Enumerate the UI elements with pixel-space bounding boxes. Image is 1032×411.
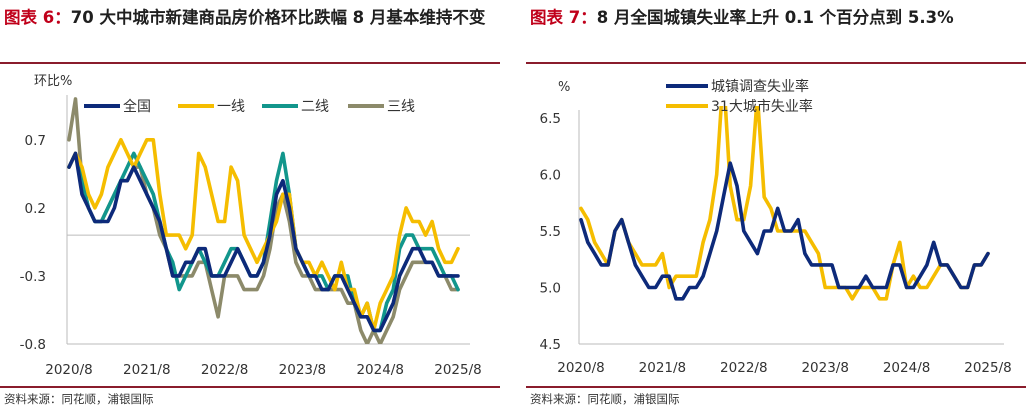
chart-1-legend-label-1: 全国 (123, 98, 151, 115)
chart-2-title-text: 8 月全国城镇失业率上升 0.1 个百分点到 5.3% (596, 8, 954, 27)
chart-2-legend-label-1: 城镇调查失业率 (711, 78, 809, 95)
chart-1-y-tick-label: 0.7 (25, 133, 46, 149)
chart-2-x-tick-label: 2020/8 (557, 360, 605, 376)
chart-1-x-tick-label: 2022/8 (201, 362, 249, 378)
chart-1-series-line-1 (67, 151, 460, 333)
chart-2-x-tick-label: 2025/8 (964, 360, 1012, 376)
chart-1-x-tick-label: 2023/8 (279, 362, 327, 378)
chart-1-y-tick-label: -0.3 (20, 269, 46, 285)
chart-2-bottom-rule (526, 386, 1026, 388)
chart-2-y-tick-label: 5.0 (540, 281, 561, 297)
chart-2-y-tick-label: 4.5 (540, 337, 561, 353)
chart-2-y-axis-label: % (558, 80, 570, 95)
chart-2-x-tick-label: 2024/8 (883, 360, 931, 376)
chart-1-x-tick-label: 2024/8 (356, 362, 404, 378)
chart-1-y-tick-label: 0.2 (25, 201, 46, 217)
chart-1-x-tick-label: 2020/8 (45, 362, 93, 378)
chart-1-legend-label-3: 二线 (301, 99, 329, 115)
chart-2-source: 资料来源：同花顺，浦银国际 (530, 392, 680, 406)
chart-2-y-tick-label: 6.5 (540, 111, 561, 127)
chart-1-y-axis-label: 环比% (34, 74, 72, 89)
chart-1-legend-label-4: 三线 (387, 99, 415, 115)
chart-2-x-tick-label: 2022/8 (720, 360, 768, 376)
chart-1-svg: -0.8 -0.3 0.2 0.7 环比% 2020/8 2021/8 2022/8 2023/… (20, 74, 482, 378)
chart-2-top-rule (526, 62, 1026, 64)
chart-2-title: 图表 7：8 月全国城镇失业率上升 0.1 个百分点到 5.3% (530, 4, 1020, 32)
chart-1-title: 图表 6：70 大中城市新建商品房价格环比跌幅 8 月基本维持不变 (4, 4, 494, 32)
chart-1-legend-label-2: 一线 (217, 99, 245, 115)
chart-2-title-lead: 图表 7： (530, 8, 597, 27)
chart-1-y-tick-label: -0.8 (20, 337, 46, 353)
chart-2-y-tick-label: 5.5 (540, 224, 561, 240)
chart-2-series-line-1 (579, 161, 990, 301)
chart-1-series-line-4 (67, 97, 460, 344)
chart-2-legend-label-2: 31大城市失业率 (711, 98, 813, 115)
chart-1-x-tick-label: 2025/8 (434, 362, 482, 378)
chart-panel-1: 图表 6：70 大中城市新建商品房价格环比跌幅 8 月基本维持不变 -0.8 -0… (0, 0, 500, 411)
chart-1-bottom-rule (0, 386, 500, 388)
chart-1-title-lead: 图表 6： (4, 8, 71, 27)
chart-2-svg: 4.5 5.0 5.5 6.0 6.5% 2020/8 2021/8 2022/8 2023/8… (540, 78, 1012, 376)
chart-1-source: 资料来源：同花顺，浦银国际 (4, 392, 154, 406)
chart-2-x-tick-label: 2023/8 (801, 360, 849, 376)
chart-panel-2: 图表 7：8 月全国城镇失业率上升 0.1 个百分点到 5.3% 4.5 5.0 5… (526, 0, 1026, 411)
chart-1-top-rule (0, 62, 500, 64)
chart-2-x-tick-label: 2021/8 (639, 360, 687, 376)
chart-1-title-text: 70 大中城市新建商品房价格环比跌幅 8 月基本维持不变 (70, 8, 486, 27)
chart-1-x-tick-label: 2021/8 (123, 362, 171, 378)
chart-2-y-tick-label: 6.0 (540, 168, 561, 184)
